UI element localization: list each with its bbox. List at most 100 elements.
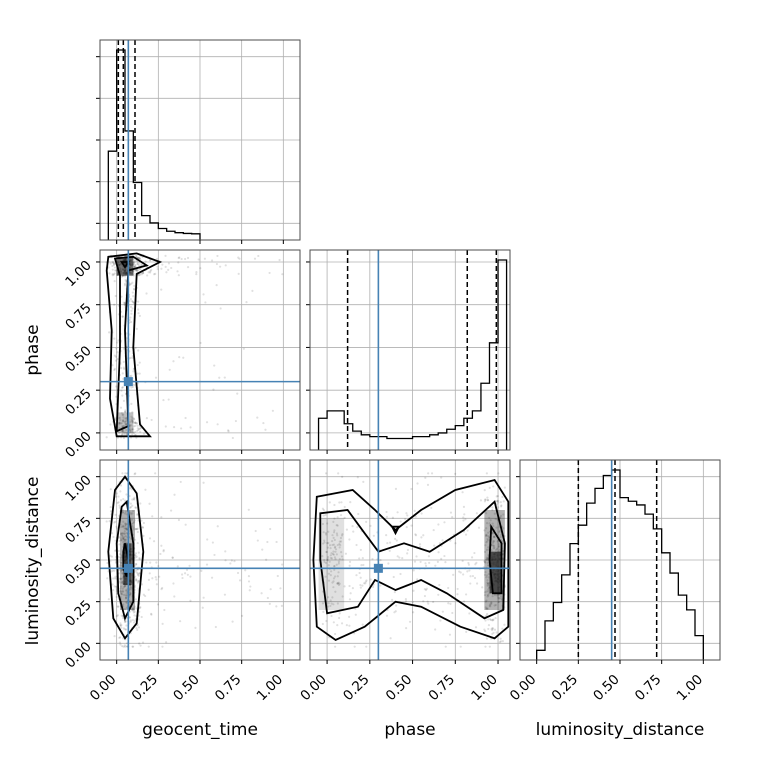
panel-geocent_time-vs-luminosity_distance-point [118, 506, 121, 509]
panel-geocent_time-vs-phase-point [130, 424, 133, 427]
panel-geocent_time-vs-phase-contour-2 [120, 261, 130, 269]
panel-phase-vs-luminosity_distance-point [484, 600, 487, 603]
panel-geocent_time-vs-luminosity_distance-point [157, 564, 160, 568]
panel-geocent_time-vs-luminosity_distance-point [121, 616, 125, 620]
panel-geocent_time-vs-luminosity_distance-point [181, 576, 184, 580]
panel-phase-vs-luminosity_distance-point [332, 603, 335, 606]
panel-phase-vs-luminosity_distance-point [498, 530, 501, 534]
panel-geocent_time-vs-luminosity_distance-point [142, 521, 145, 525]
panel-phase-vs-luminosity_distance-point [502, 500, 505, 503]
panel-phase-vs-luminosity_distance-point [492, 544, 495, 547]
panel-geocent_time-vs-phase-point [119, 406, 123, 409]
panel-phase-vs-luminosity_distance-point [379, 584, 382, 587]
panel-geocent_time-vs-luminosity_distance-point [229, 562, 232, 565]
panel-geocent_time-vs-phase-point [130, 418, 133, 421]
panel-phase-vs-luminosity_distance-point [483, 550, 487, 554]
panel-phase-vs-luminosity_distance-point [328, 544, 332, 547]
panel-geocent_time-vs-luminosity_distance-point [132, 621, 136, 624]
panel-phase-vs-luminosity_distance-truth-marker [373, 563, 383, 573]
panel-geocent_time-vs-luminosity_distance-point [111, 583, 114, 586]
panel-phase-vs-luminosity_distance-point [328, 560, 331, 563]
panel-geocent_time-vs-luminosity_distance-point [133, 575, 137, 578]
panel-phase-vs-luminosity_distance-point [467, 563, 470, 566]
panel-phase-vs-luminosity_distance-point [424, 588, 428, 592]
panel-geocent_time-vs-phase-point [111, 273, 114, 276]
panel-phase-vs-luminosity_distance-point [503, 486, 506, 489]
panel-geocent_time-vs-phase-point [129, 375, 132, 378]
panel-phase-vs-luminosity_distance-point [500, 597, 503, 600]
panel-geocent_time-vs-luminosity_distance-point [238, 579, 242, 582]
panel-geocent_time-vs-phase-point [120, 295, 123, 298]
panel-geocent_time-vs-luminosity_distance-point [138, 558, 141, 561]
panel-phase-vs-luminosity_distance-point [499, 535, 502, 539]
panel-phase-vs-luminosity_distance-point [333, 568, 336, 571]
panel-phase-vs-luminosity_distance-point [333, 546, 336, 549]
panel-geocent_time-vs-luminosity_distance-point [128, 599, 131, 603]
panel-phase-vs-luminosity_distance-point [497, 600, 500, 604]
panel-geocent_time-vs-phase-point [119, 422, 122, 425]
panel-geocent_time-vs-luminosity_distance-point [116, 605, 119, 608]
panel-phase-vs-luminosity_distance-point [487, 531, 490, 534]
panel-phase-vs-luminosity_distance-point [336, 543, 339, 547]
panel-phase-vs-luminosity_distance-point [327, 530, 330, 533]
panel-geocent_time-vs-luminosity_distance-point [149, 561, 152, 564]
xtick-label-2-1: 0.25 [549, 672, 582, 705]
panel-phase-vs-luminosity_distance-point [344, 552, 348, 555]
panel-geocent_time-vs-luminosity_distance-point [118, 535, 121, 538]
panel-phase-vs-luminosity_distance-point [486, 522, 489, 525]
panel-phase-vs-luminosity_distance-point [335, 563, 338, 566]
panel-geocent_time-vs-luminosity_distance-point [147, 588, 150, 591]
panel-phase-vs-luminosity_distance-point [437, 551, 440, 554]
panel-geocent_time-vs-phase-point [122, 425, 125, 428]
panel-phase-vs-luminosity_distance-point [321, 522, 325, 526]
panel-geocent_time-vs-phase-point [128, 283, 131, 286]
panel-geocent_time-vs-luminosity_distance-point [137, 574, 140, 577]
panel-geocent_time-vs-phase-point [136, 260, 139, 263]
panel-geocent_time-vs-luminosity_distance-point [223, 593, 227, 596]
panel-phase-vs-luminosity_distance-point [463, 513, 466, 516]
panel-geocent_time-vs-phase-point [164, 254, 167, 257]
panel-geocent_time-vs-phase-point [113, 367, 116, 370]
panel-geocent_time-vs-phase-point [136, 262, 139, 266]
panel-geocent_time-vs-phase-point [137, 308, 140, 311]
panel-phase-vs-luminosity_distance-point [492, 631, 495, 634]
panel-phase-vs-luminosity_distance-point [353, 645, 356, 648]
panel-geocent_time-vs-phase-point [176, 270, 179, 273]
panel-geocent_time-vs-luminosity_distance-point [138, 572, 141, 575]
panel-geocent_time-vs-phase-point [113, 266, 117, 269]
panel-phase-vs-luminosity_distance-point [491, 632, 494, 636]
panel-phase-vs-luminosity_distance-point [340, 551, 343, 554]
panel-geocent_time-vs-luminosity_distance-point [279, 587, 282, 590]
panel-geocent_time-vs-luminosity_distance-point [158, 575, 161, 578]
panel-geocent_time-vs-luminosity_distance-point [119, 499, 123, 502]
panel-geocent_time-vs-luminosity_distance-point [106, 561, 109, 565]
panel-phase-vs-luminosity_distance-point [491, 618, 494, 621]
panel-phase-vs-luminosity_distance-point [487, 576, 490, 579]
panel-geocent_time-vs-phase-point [136, 429, 139, 433]
panel-phase-vs-luminosity_distance-point [329, 547, 332, 550]
panel-phase-vs-luminosity_distance-point [334, 545, 337, 548]
panel-geocent_time-vs-luminosity_distance-point [145, 561, 148, 564]
panel-phase-vs-luminosity_distance-point [486, 539, 490, 542]
panel-phase-vs-luminosity_distance-point [390, 598, 394, 601]
panel-geocent_time-vs-luminosity_distance-point [122, 645, 125, 648]
panel-geocent_time-vs-phase-point [129, 428, 132, 431]
panel-geocent_time-vs-phase-point [268, 271, 271, 275]
panel-geocent_time-vs-luminosity_distance-point [154, 472, 157, 475]
panel-geocent_time-vs-phase-point [138, 257, 141, 260]
panel-phase-vs-luminosity_distance-point [339, 514, 343, 517]
panel-phase-vs-luminosity_distance-point [365, 520, 368, 523]
panel-geocent_time-vs-phase-point [227, 429, 230, 432]
panel-phase-vs-luminosity_distance-point [499, 501, 502, 504]
xtick-label-1-3: 0.75 [426, 672, 459, 705]
panel-geocent_time-vs-luminosity_distance-point [132, 498, 136, 501]
panel-geocent_time-vs-phase-point [184, 416, 187, 420]
panel-phase-vs-luminosity_distance-point [330, 570, 333, 573]
panel-geocent_time-vs-luminosity_distance-point [129, 593, 132, 596]
panel-phase-vs-luminosity_distance-point [496, 499, 499, 502]
panel-phase-vs-luminosity_distance-point [393, 591, 396, 594]
panel-phase-vs-luminosity_distance-point [495, 526, 498, 529]
panel-geocent_time-vs-phase-point [177, 256, 180, 260]
panel-geocent_time-vs-phase-point [195, 273, 198, 276]
panel-geocent_time-vs-luminosity_distance-point [121, 645, 124, 648]
